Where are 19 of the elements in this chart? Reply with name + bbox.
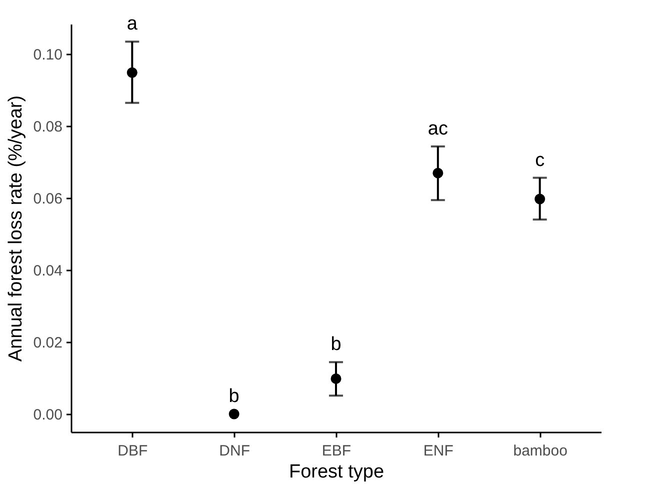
annotation: a xyxy=(126,14,138,35)
y-tick-label: 0.04 xyxy=(33,262,62,280)
annotation: b xyxy=(228,386,240,407)
y-tick-label: 0.00 xyxy=(33,406,62,424)
y-tick-label: 0.10 xyxy=(33,46,62,64)
x-tick-label: DBF xyxy=(118,442,148,460)
x-axis-title: Forest type xyxy=(288,462,384,482)
y-axis-title: Annual forest loss rate (%/year) xyxy=(5,95,26,362)
x-tick-label: ENF xyxy=(423,442,454,460)
x-tick-label: bamboo xyxy=(513,442,568,460)
annotation: b xyxy=(330,334,342,356)
annotation: c xyxy=(535,150,545,171)
point xyxy=(228,408,240,420)
annotation: ac xyxy=(428,118,448,140)
x-tick-label: EBF xyxy=(322,442,352,460)
x-tick-label: DNF xyxy=(219,442,250,460)
y-tick-label: 0.06 xyxy=(33,190,62,208)
y-tick-label: 0.02 xyxy=(33,334,62,352)
y-tick-label: 0.08 xyxy=(33,118,62,136)
